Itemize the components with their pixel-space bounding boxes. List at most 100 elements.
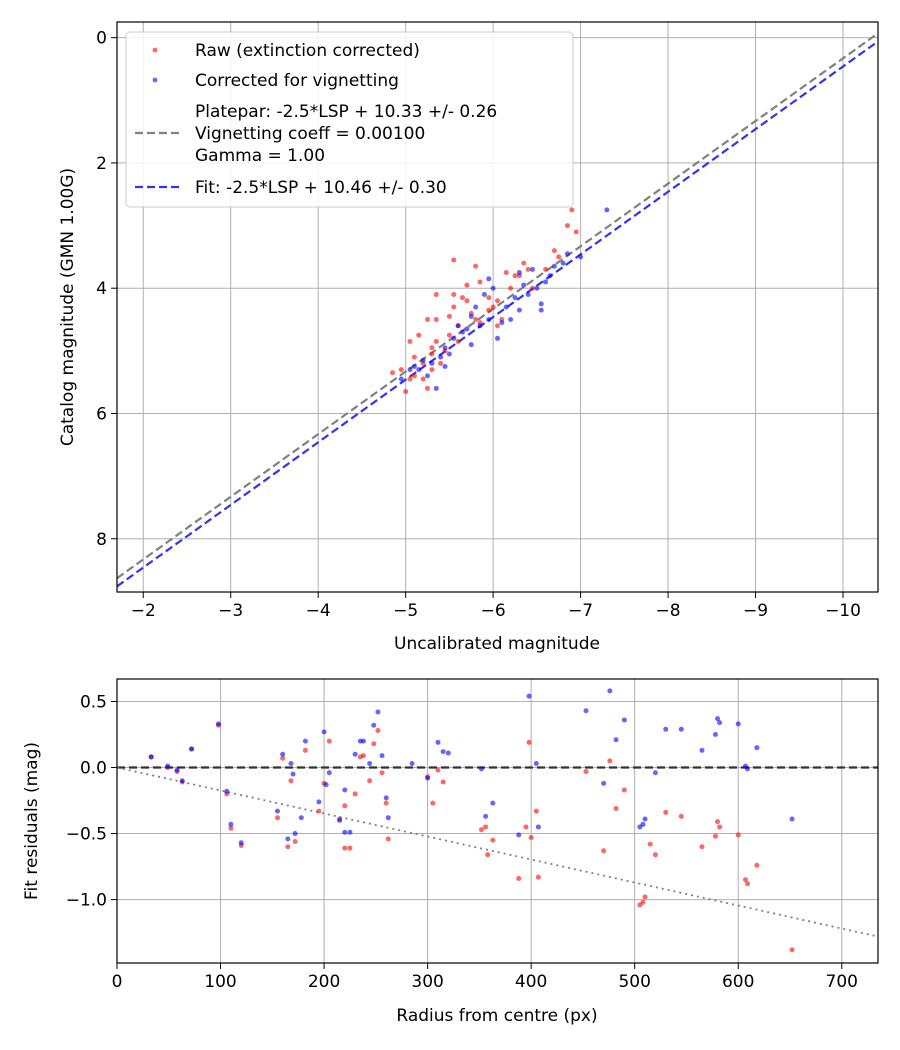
- x-tick-label: 300: [411, 972, 443, 992]
- x-tick-label: 200: [308, 972, 340, 992]
- data-point: [583, 768, 589, 774]
- data-point: [607, 758, 613, 764]
- data-point: [411, 373, 417, 379]
- top-axis-ticks: −2 −3 −4 −5 −6 −7 −8 −9 −10 0 2 4 6 8: [96, 29, 861, 621]
- data-point: [525, 266, 531, 272]
- data-point: [371, 741, 377, 747]
- data-point: [745, 766, 751, 772]
- data-point: [745, 881, 751, 887]
- data-point: [460, 295, 466, 301]
- x-tick-label: −8: [656, 601, 681, 621]
- x-tick-label: 0: [112, 972, 123, 992]
- data-point: [371, 722, 377, 728]
- x-tick-label: −2: [131, 601, 156, 621]
- legend-label-platepar: Platepar: -2.5*LSP + 10.33 +/- 0.26: [195, 102, 497, 122]
- data-point: [503, 304, 509, 310]
- y-tick-label: −0.5: [66, 825, 107, 845]
- data-point: [495, 323, 500, 329]
- data-point: [538, 307, 544, 313]
- data-point: [352, 751, 358, 757]
- data-point: [477, 323, 483, 329]
- data-point: [601, 780, 607, 786]
- data-point: [495, 335, 500, 341]
- data-point: [789, 947, 795, 953]
- data-point: [288, 778, 294, 784]
- data-point: [754, 862, 760, 868]
- data-point: [290, 771, 296, 777]
- data-point: [148, 754, 154, 760]
- data-point: [425, 775, 431, 781]
- data-point: [478, 827, 484, 833]
- data-point: [678, 726, 684, 732]
- data-point: [367, 761, 373, 767]
- data-point: [326, 770, 332, 776]
- data-point: [486, 295, 492, 301]
- data-point: [735, 832, 741, 838]
- top-x-axis-label: Uncalibrated magnitude: [394, 634, 600, 654]
- data-point: [478, 766, 484, 772]
- data-point: [285, 844, 291, 850]
- data-point: [564, 223, 570, 229]
- data-point: [477, 279, 483, 285]
- data-point: [607, 688, 613, 694]
- data-point: [499, 320, 505, 326]
- data-point: [547, 273, 553, 279]
- data-point: [490, 800, 496, 806]
- data-point: [604, 207, 610, 213]
- x-tick-label: −9: [743, 601, 768, 621]
- data-point: [429, 367, 435, 373]
- bottom-x-axis-label: Radius from centre (px): [396, 1006, 597, 1026]
- data-point: [473, 263, 479, 269]
- data-point: [179, 778, 185, 784]
- data-point: [451, 335, 457, 341]
- data-point: [215, 721, 221, 727]
- data-point: [551, 248, 557, 254]
- data-point: [535, 824, 541, 830]
- data-point: [473, 304, 479, 310]
- data-point: [429, 345, 435, 351]
- data-point: [460, 329, 466, 335]
- data-point: [411, 354, 417, 360]
- data-point: [516, 832, 522, 838]
- data-point: [455, 338, 461, 344]
- data-point: [316, 799, 322, 805]
- data-point: [742, 877, 748, 883]
- data-point: [601, 848, 607, 854]
- legend-label-gamma: Gamma = 1.00: [195, 146, 325, 166]
- data-point: [468, 313, 474, 319]
- data-point: [578, 254, 584, 260]
- data-point: [425, 317, 431, 323]
- y-tick-label: 8: [96, 530, 107, 550]
- data-point: [516, 875, 522, 881]
- data-point: [640, 821, 646, 827]
- data-point: [754, 745, 760, 751]
- data-point: [407, 338, 413, 344]
- data-point: [560, 260, 566, 266]
- data-point: [455, 323, 461, 329]
- data-point: [390, 370, 396, 376]
- data-point: [285, 836, 291, 842]
- x-tick-label: 700: [826, 972, 858, 992]
- data-point: [442, 345, 448, 351]
- data-point: [438, 354, 444, 360]
- data-point: [543, 266, 549, 272]
- data-point: [516, 270, 522, 276]
- data-point: [564, 251, 570, 257]
- data-point: [435, 739, 441, 745]
- data-point: [323, 782, 329, 788]
- data-point: [292, 838, 298, 844]
- data-point: [535, 874, 541, 880]
- data-point: [573, 229, 579, 235]
- data-point: [403, 389, 409, 395]
- x-tick-label: −3: [218, 601, 243, 621]
- data-point: [416, 332, 422, 338]
- data-point: [274, 815, 280, 821]
- data-point: [735, 721, 741, 727]
- data-point: [712, 731, 718, 737]
- y-tick-label: 6: [96, 404, 107, 424]
- data-point: [486, 317, 492, 323]
- data-point: [678, 813, 684, 819]
- y-tick-label: 4: [96, 279, 107, 299]
- top-scatter-points: [390, 207, 610, 395]
- data-point: [525, 291, 531, 297]
